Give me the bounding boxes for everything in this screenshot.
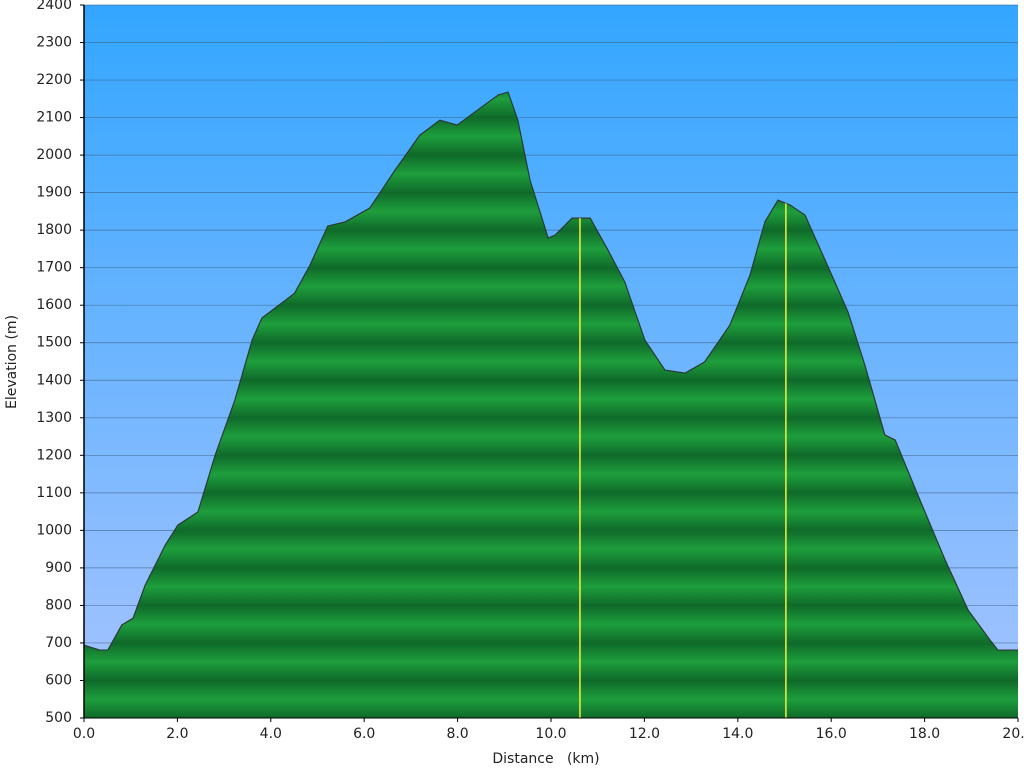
- y-tick-label: 900: [45, 560, 72, 576]
- y-tick-label: 1700: [36, 260, 72, 276]
- area-line: [83, 91, 1018, 651]
- y-tick-label: 600: [45, 672, 72, 688]
- y-tick-label: 1300: [36, 410, 72, 426]
- y-tick-label: 1600: [36, 297, 72, 313]
- y-tick-label: 1500: [36, 335, 72, 351]
- y-tick-label: 2200: [36, 72, 72, 88]
- y-tick-label: 1400: [36, 372, 72, 388]
- x-tick-label: 18.0: [909, 726, 940, 742]
- x-tick-label: 10.0: [535, 726, 566, 742]
- y-tick-label: 700: [45, 635, 72, 651]
- x-tick-label: 6.0: [353, 726, 375, 742]
- y-tick-label: 800: [45, 597, 72, 613]
- y-tick-label: 2400: [36, 0, 72, 13]
- y-tick-label: 1200: [36, 447, 72, 463]
- y-tick-label: 1900: [36, 185, 72, 201]
- y-tick-label: 500: [45, 710, 72, 726]
- x-tick-label: 2.0: [166, 726, 188, 742]
- x-tick-label: 8.0: [446, 726, 468, 742]
- y-tick-label: 1000: [36, 522, 72, 538]
- x-axis-label: Distance (km): [492, 751, 599, 767]
- y-tick-label: 2300: [36, 35, 72, 51]
- y-tick-label: 1800: [36, 222, 72, 238]
- x-tick-label: 20.0: [1002, 726, 1024, 742]
- y-tick-label: 1100: [36, 485, 72, 501]
- x-tick-label: 4.0: [260, 726, 282, 742]
- y-tick-label: 2100: [36, 110, 72, 126]
- y-tick-label: 2000: [36, 147, 72, 163]
- x-tick-label: 14.0: [722, 726, 753, 742]
- area-fill: [84, 92, 1018, 719]
- y-axis-label: Elevation (m): [4, 315, 20, 409]
- x-tick-label: 0.0: [73, 726, 95, 742]
- x-tick-label: 12.0: [629, 726, 660, 742]
- x-tick-label: 16.0: [816, 726, 847, 742]
